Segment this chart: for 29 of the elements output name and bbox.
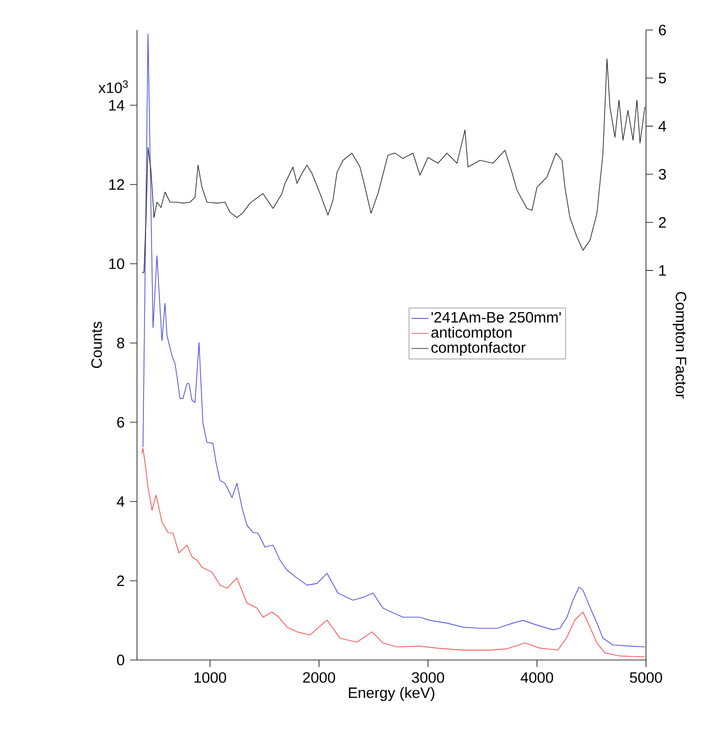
x-axis-title: Energy (keV) bbox=[348, 687, 434, 701]
y-tick-label: 10 bbox=[109, 258, 124, 270]
y-axis-title: Counts bbox=[91, 322, 102, 368]
y-tick-label: 14 bbox=[109, 100, 124, 110]
line-series bbox=[142, 448, 646, 658]
y2-tick-label: 4 bbox=[658, 121, 666, 132]
text: x10$^{3}$ bbox=[98, 80, 128, 94]
legend-label: anticompton bbox=[431, 326, 512, 341]
line-series bbox=[142, 34, 646, 648]
x-tick-label: 1000 bbox=[194, 672, 226, 683]
x-tick-label: 4000 bbox=[520, 672, 554, 683]
y2-tick-label: 2 bbox=[658, 217, 666, 228]
legend-label: comptonfactor bbox=[431, 342, 526, 356]
line-series bbox=[142, 58, 646, 273]
y2-tick-label: 3 bbox=[658, 168, 666, 180]
y-tick-label: 6 bbox=[117, 416, 124, 428]
x-tick-label: 3000 bbox=[412, 672, 444, 683]
y-tick-label: 0 bbox=[117, 654, 124, 666]
y2-tick-label: 6 bbox=[658, 24, 666, 36]
y-tick-label: 8 bbox=[117, 338, 124, 348]
x-tick-label: 2000 bbox=[303, 672, 336, 683]
y2-tick-label: 5 bbox=[658, 72, 666, 84]
y-tick-label: 12 bbox=[109, 179, 124, 190]
y2-axis-title: Compton Factor bbox=[672, 292, 686, 398]
y-tick-label: 4 bbox=[116, 496, 124, 507]
y-tick-label: 2 bbox=[117, 576, 124, 586]
y2-tick-label: 1 bbox=[659, 265, 666, 276]
legend-label: '241Am-Be 250mm' bbox=[432, 312, 561, 323]
x-tick-label: 5000 bbox=[630, 672, 662, 683]
